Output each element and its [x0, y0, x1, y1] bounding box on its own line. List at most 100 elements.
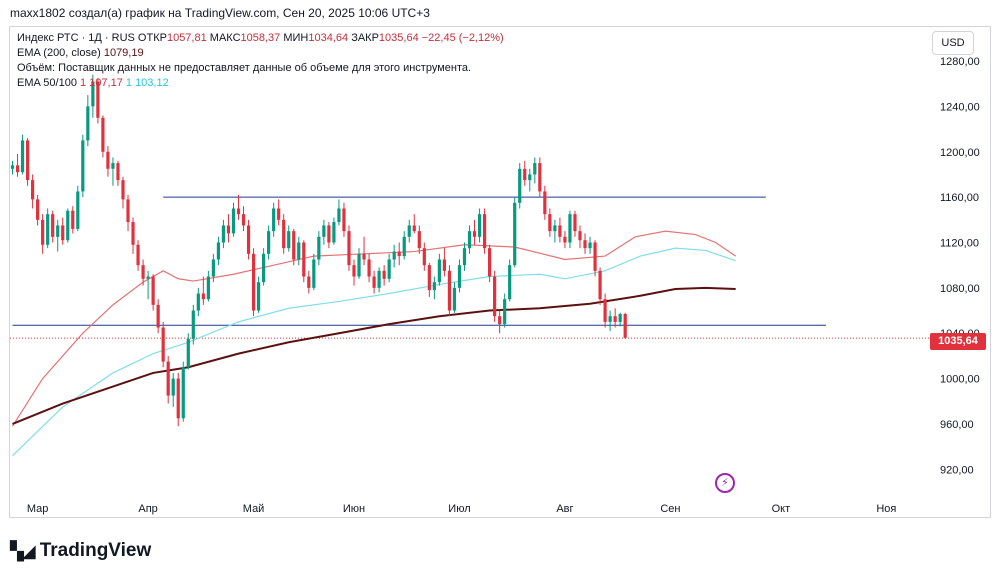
candle-body	[332, 222, 336, 243]
candle-body	[146, 276, 150, 279]
candle-body	[593, 242, 597, 271]
candle-body	[216, 242, 221, 260]
candle-body	[317, 236, 321, 260]
x-tick-label: Ноя	[876, 503, 896, 515]
candle-body	[51, 214, 55, 237]
candle-body	[457, 265, 462, 288]
ema-line	[12, 286, 736, 425]
candle-body	[86, 106, 90, 141]
candle-body	[267, 231, 271, 254]
candle-body	[553, 225, 557, 232]
candle-body	[236, 208, 241, 215]
candle-body	[297, 242, 301, 260]
open-value: 1057,81	[166, 32, 207, 44]
candle-body	[181, 367, 185, 419]
x-tick-label: Июн	[343, 503, 365, 515]
change-value: −22,45 (−2,12%)	[421, 32, 504, 44]
candle-body	[578, 231, 582, 241]
y-tick-label: 1160,00	[940, 192, 979, 204]
legend-ema200-row[interactable]: EMA (200, close) 1079,19	[17, 46, 504, 61]
candle-body	[347, 231, 351, 266]
candle-body	[327, 225, 331, 243]
candle-body	[613, 316, 617, 322]
candle-body	[372, 276, 376, 288]
candle-body	[221, 225, 226, 243]
candle-body	[342, 208, 346, 232]
candle-body	[503, 299, 507, 325]
ema50-value: 1 107,17	[80, 77, 123, 89]
close-value: 1035,64	[378, 32, 419, 44]
candle-body	[588, 242, 592, 249]
candle-body	[201, 293, 205, 300]
candle-body	[543, 191, 547, 215]
candle-body	[61, 225, 65, 241]
low-label: МИН	[283, 32, 309, 44]
candle-body	[231, 208, 236, 234]
y-tick-label: 1200,00	[940, 147, 980, 159]
candle-body	[141, 265, 145, 279]
candle-body	[136, 244, 140, 266]
candle-body	[437, 259, 441, 283]
candle-body	[186, 338, 190, 368]
candle-body	[608, 316, 612, 322]
candle-body	[166, 361, 170, 396]
candle-body	[377, 270, 381, 288]
candle-body	[603, 299, 607, 322]
candle-body	[583, 240, 587, 249]
candle-body	[623, 313, 627, 338]
candle-body	[71, 210, 75, 229]
ema100-value: 1 103,12	[125, 77, 169, 89]
candle-body	[56, 225, 60, 237]
candle-body	[226, 225, 231, 234]
tradingview-logo[interactable]: ▚◢ TradingView	[10, 540, 151, 562]
candle-body	[272, 208, 276, 232]
y-tick-label: 1080,00	[940, 283, 980, 295]
candle-body	[41, 219, 45, 245]
candle-body	[126, 199, 130, 223]
candle-body	[20, 140, 25, 173]
symbol-label[interactable]: Индекс РТС · 1Д · RUS	[17, 32, 135, 44]
candle-body	[508, 265, 512, 300]
candle-body	[121, 180, 125, 200]
candle-body	[116, 163, 120, 181]
candle-body	[352, 265, 356, 277]
candle-body	[598, 270, 602, 300]
x-tick-label: Апр	[138, 503, 157, 515]
y-tick-label: 1280,00	[940, 56, 980, 68]
candle-body	[251, 253, 256, 311]
y-tick-label: 1000,00	[940, 374, 980, 386]
candle-body	[196, 293, 200, 311]
candle-body	[171, 378, 175, 396]
candle-body	[452, 287, 457, 311]
legend-ema-pair-row[interactable]: EMA 50/100 1 107,17 1 103,12	[17, 76, 504, 91]
lightning-icon[interactable]: ⚡	[715, 473, 735, 493]
candle-body	[262, 253, 266, 283]
candle-body	[618, 313, 622, 322]
candle-body	[422, 248, 426, 266]
x-tick-label: Мар	[27, 503, 49, 515]
candle-body	[407, 225, 411, 237]
candle-body	[417, 231, 421, 249]
candle-body	[131, 222, 135, 245]
currency-button[interactable]: USD	[932, 31, 974, 55]
candle-body	[498, 316, 502, 325]
x-tick-label: Сен	[660, 503, 680, 515]
candle-body	[25, 140, 30, 181]
candle-body	[106, 151, 110, 169]
candle-body	[362, 253, 366, 260]
x-tick-label: Окт	[772, 503, 791, 515]
candle-body	[477, 214, 482, 237]
candle-body	[156, 304, 160, 328]
chart-legend: Индекс РТС · 1Д · RUS ОТКР1057,81 МАКС10…	[17, 31, 504, 91]
y-tick-label: 1120,00	[940, 237, 979, 249]
candle-body	[367, 259, 371, 277]
y-tick-label: 920,00	[940, 464, 974, 476]
ema200-value: 1079,19	[103, 47, 144, 59]
candle-body	[573, 214, 577, 232]
candle-body	[518, 168, 522, 203]
candle-body	[191, 310, 195, 339]
candle-body	[307, 276, 311, 288]
candle-body	[467, 231, 472, 249]
candle-body	[277, 208, 281, 220]
